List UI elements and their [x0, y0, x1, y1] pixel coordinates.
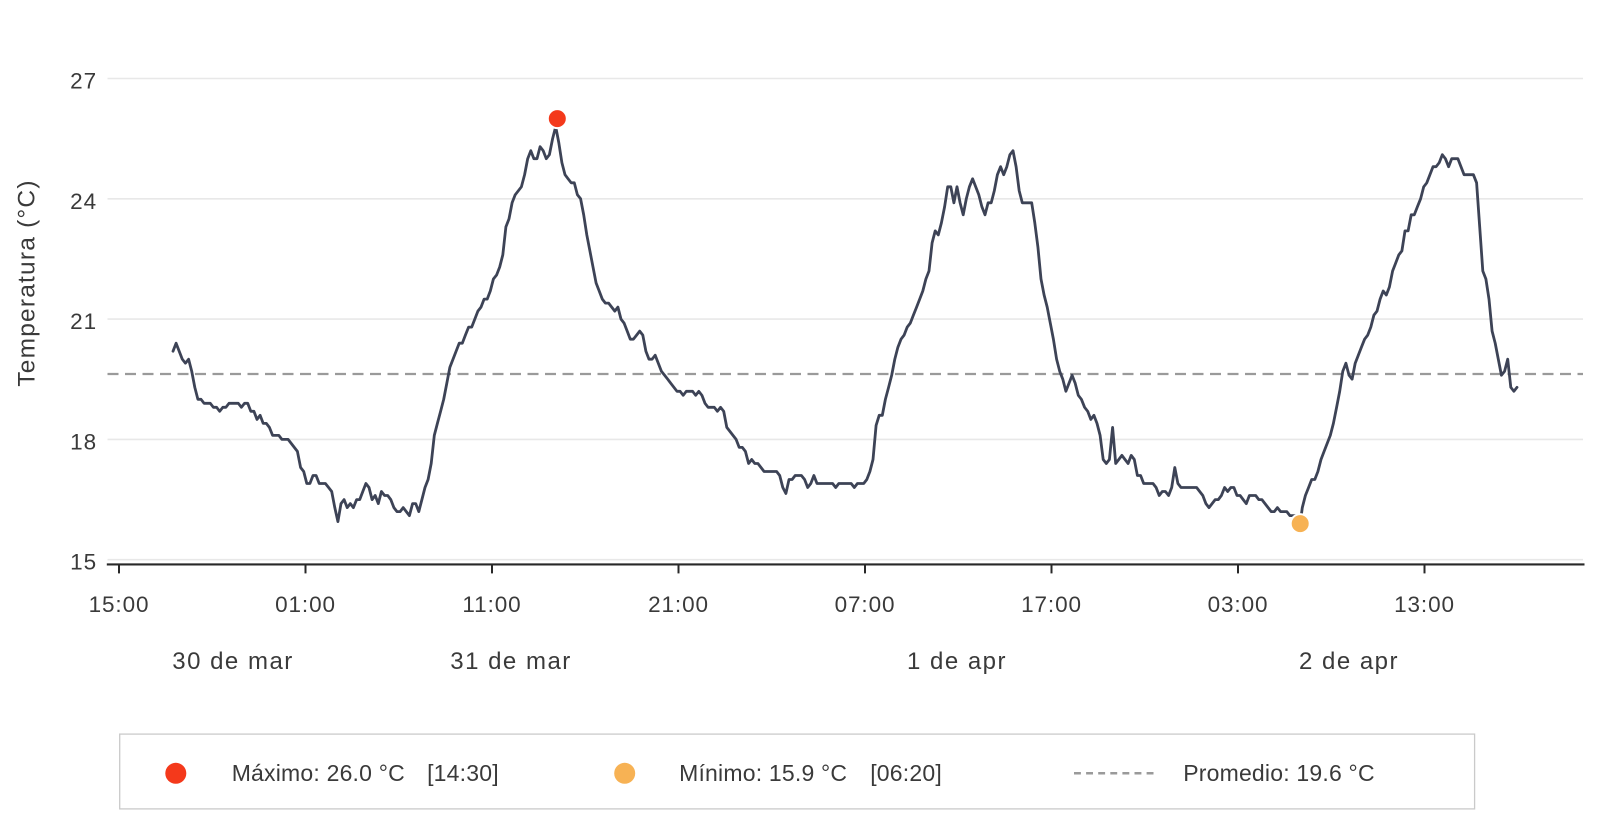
svg-text:31 de mar: 31 de mar — [450, 648, 572, 675]
svg-text:15:00: 15:00 — [89, 592, 150, 617]
svg-text:Máximo: 26.0 °C: Máximo: 26.0 °C — [232, 760, 405, 786]
svg-text:2 de apr: 2 de apr — [1299, 648, 1399, 675]
svg-text:Promedio: 19.6 °C: Promedio: 19.6 °C — [1183, 760, 1375, 786]
svg-text:15: 15 — [70, 550, 97, 575]
svg-text:03:00: 03:00 — [1208, 592, 1269, 617]
svg-text:Mínimo: 15.9 °C: Mínimo: 15.9 °C — [679, 760, 847, 786]
svg-text:30 de mar: 30 de mar — [172, 648, 294, 675]
svg-text:07:00: 07:00 — [835, 592, 896, 617]
svg-text:01:00: 01:00 — [275, 592, 336, 617]
svg-text:[14:30]: [14:30] — [427, 760, 499, 786]
svg-text:13:00: 13:00 — [1394, 592, 1455, 617]
svg-text:17:00: 17:00 — [1021, 592, 1082, 617]
svg-text:24: 24 — [70, 189, 97, 214]
svg-text:21: 21 — [70, 309, 97, 334]
svg-text:21:00: 21:00 — [648, 592, 709, 617]
svg-text:Temperatura (°C): Temperatura (°C) — [14, 179, 41, 386]
svg-text:18: 18 — [70, 429, 97, 454]
svg-text:11:00: 11:00 — [462, 592, 521, 617]
svg-text:1 de apr: 1 de apr — [907, 648, 1007, 675]
svg-text:27: 27 — [70, 69, 97, 94]
svg-text:[06:20]: [06:20] — [870, 760, 942, 786]
